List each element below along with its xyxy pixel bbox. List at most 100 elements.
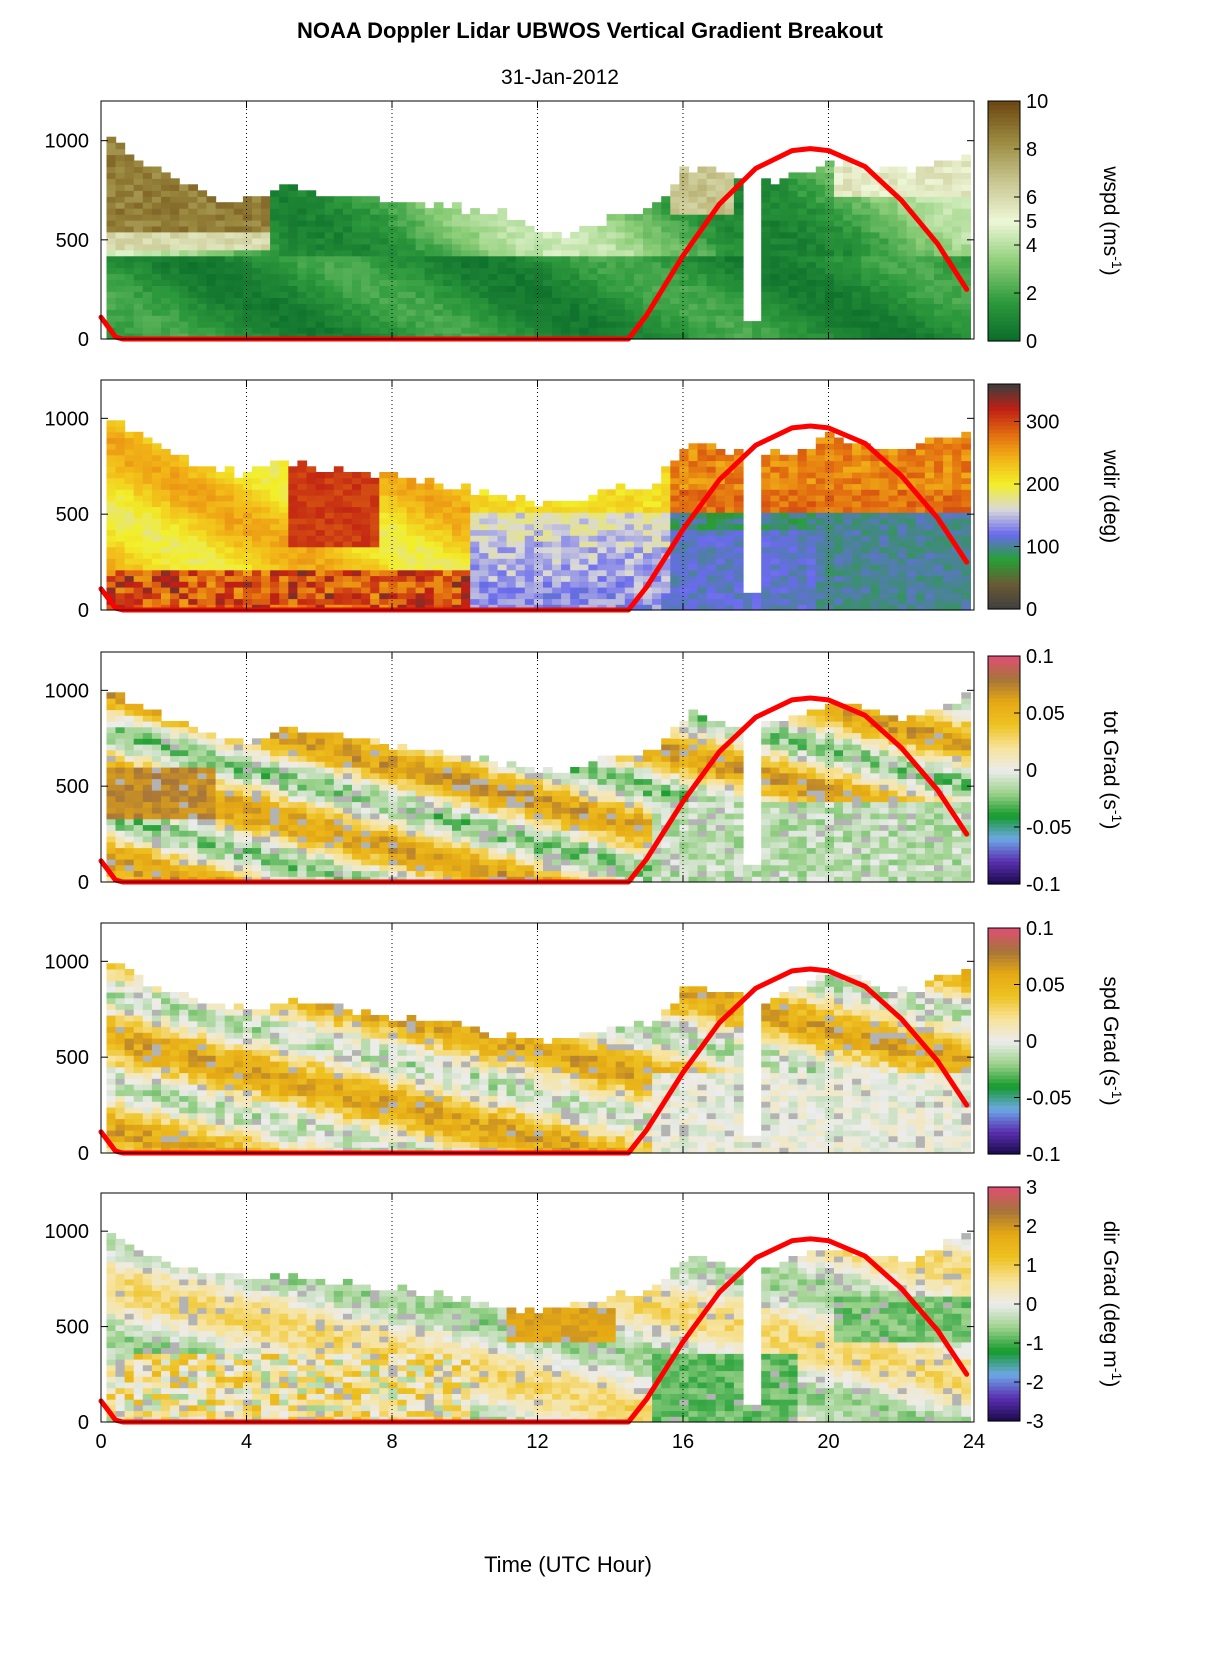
- heatmap-cell: [761, 243, 771, 251]
- heatmap-cell: [352, 472, 362, 479]
- heatmap-cell: [179, 184, 189, 191]
- heatmap-cell: [124, 214, 135, 221]
- heatmap-cell: [870, 483, 880, 490]
- heatmap-cell: [115, 309, 126, 316]
- heatmap-cell: [506, 529, 517, 536]
- colorbar-swatch: [988, 474, 1020, 479]
- heatmap-cell: [179, 454, 189, 462]
- heatmap-cell: [697, 196, 708, 203]
- heatmap-cell: [561, 598, 571, 605]
- heatmap-cell: [670, 273, 680, 281]
- heatmap-cell: [252, 303, 262, 310]
- heatmap-cell: [834, 166, 844, 173]
- heatmap-cell: [888, 291, 899, 298]
- heatmap-cell: [806, 552, 817, 559]
- heatmap-cell: [379, 237, 389, 245]
- heatmap-cell: [606, 506, 617, 513]
- heatmap-cell: [142, 172, 153, 179]
- heatmap-cell: [133, 267, 144, 275]
- heatmap-cell: [124, 483, 135, 490]
- heatmap-cell: [579, 564, 589, 571]
- heatmap-cell: [870, 564, 880, 571]
- heatmap-cell: [142, 518, 153, 525]
- heatmap-cell: [834, 231, 844, 239]
- heatmap-cell: [843, 315, 853, 322]
- heatmap-cell: [897, 208, 908, 215]
- heatmap-cell: [452, 291, 462, 298]
- heatmap-cell: [815, 172, 826, 179]
- heatmap-cell: [115, 495, 126, 502]
- heatmap-cell: [543, 279, 553, 286]
- heatmap-cell: [597, 237, 608, 245]
- heatmap-cell: [615, 231, 626, 239]
- heatmap-cell: [497, 518, 508, 525]
- heatmap-cell: [524, 225, 535, 233]
- colorbar-swatch: [988, 221, 1020, 226]
- heatmap-cell: [943, 220, 953, 227]
- heatmap-cell: [679, 267, 690, 275]
- heatmap-cell: [479, 220, 489, 227]
- heatmap-cell: [306, 598, 317, 605]
- heatmap-cell: [288, 220, 298, 227]
- heatmap-cell: [261, 267, 271, 275]
- heatmap-cell: [679, 243, 690, 251]
- heatmap-cell: [415, 569, 426, 577]
- heatmap-cell: [788, 564, 799, 571]
- heatmap-cell: [852, 581, 862, 588]
- heatmap-cell: [206, 592, 217, 600]
- heatmap-cell: [924, 552, 935, 559]
- heatmap-cell: [170, 523, 180, 531]
- heatmap-cell: [761, 535, 771, 542]
- heatmap-cell: [761, 255, 771, 263]
- heatmap-cell: [179, 564, 189, 571]
- heatmap-cell: [252, 249, 262, 257]
- heatmap-cell: [388, 261, 399, 269]
- heatmap-cell: [106, 309, 117, 316]
- heatmap-cell: [506, 604, 517, 611]
- heatmap-cell: [806, 291, 817, 298]
- heatmap-cell: [606, 261, 617, 269]
- heatmap-cell: [824, 546, 835, 554]
- heatmap-cell: [706, 564, 717, 571]
- heatmap-cell: [715, 237, 726, 245]
- heatmap-cell: [615, 237, 626, 245]
- heatmap-cell: [188, 190, 198, 197]
- heatmap-cell: [934, 196, 944, 203]
- heatmap-cell: [133, 255, 144, 263]
- colorbar-swatch: [988, 451, 1020, 456]
- heatmap-cell: [279, 523, 289, 531]
- heatmap-cell: [361, 489, 371, 496]
- overlay-curve: [98, 146, 970, 342]
- heatmap-cell: [615, 243, 626, 251]
- heatmap-cell: [170, 500, 180, 508]
- heatmap-cell: [661, 214, 671, 221]
- heatmap-cell: [279, 243, 289, 251]
- heatmap-cell: [161, 333, 171, 340]
- heatmap-cell: [306, 231, 317, 239]
- heatmap-cell: [388, 483, 399, 490]
- heatmap-cell: [943, 598, 953, 605]
- heatmap-cell: [170, 291, 180, 298]
- heatmap-cell: [561, 309, 571, 316]
- heatmap-cell: [342, 506, 353, 513]
- heatmap-cell: [606, 243, 617, 251]
- heatmap-cell: [588, 321, 599, 328]
- heatmap-cell: [352, 546, 362, 554]
- heatmap-cell: [533, 604, 544, 611]
- heatmap-cell: [906, 472, 917, 479]
- heatmap-cell: [288, 518, 298, 525]
- heatmap-cell: [479, 267, 489, 275]
- heatmap-cell: [861, 472, 871, 479]
- heatmap-cell: [852, 220, 862, 227]
- colorbar-swatch: [988, 579, 1020, 584]
- heatmap-cell: [670, 214, 680, 221]
- heatmap-cell: [633, 558, 644, 565]
- heatmap-cell: [897, 460, 908, 467]
- heatmap-cell: [824, 512, 835, 519]
- heatmap-cell: [688, 558, 699, 565]
- heatmap-cell: [533, 255, 544, 263]
- heatmap-cell: [506, 512, 517, 519]
- heatmap-cell: [688, 472, 699, 479]
- heatmap-cell: [242, 237, 253, 245]
- heatmap-cell: [124, 546, 135, 554]
